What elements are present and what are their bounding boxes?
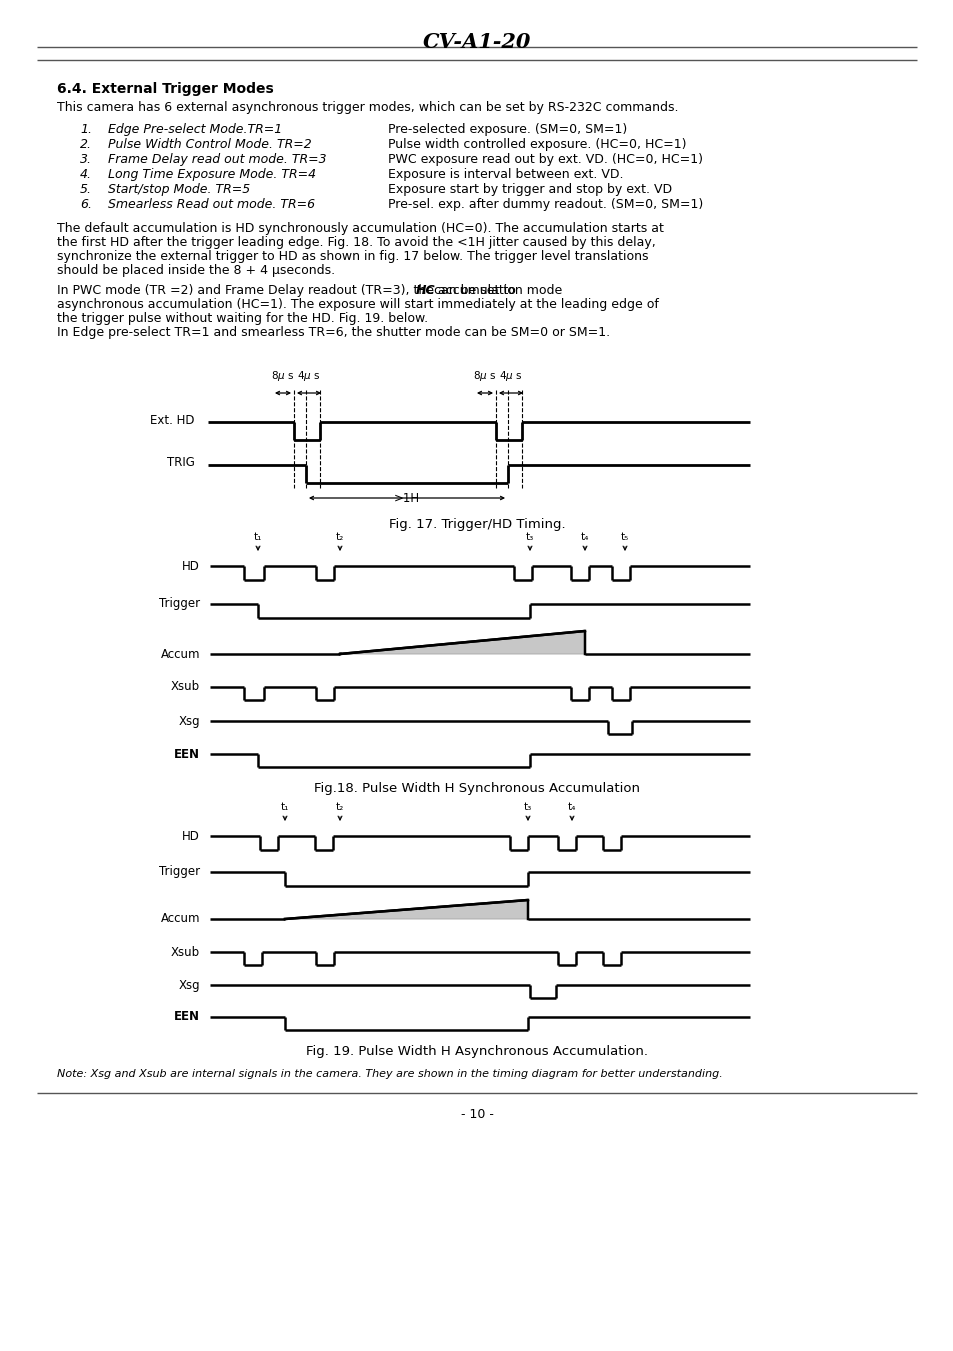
Text: t₁: t₁ <box>280 802 289 812</box>
Text: Exposure start by trigger and stop by ext. VD: Exposure start by trigger and stop by ex… <box>388 182 672 196</box>
Text: CV-A1-20: CV-A1-20 <box>422 32 531 51</box>
Text: >1H: >1H <box>394 492 419 504</box>
Text: 6.: 6. <box>80 199 91 211</box>
Text: t₄: t₄ <box>580 532 589 542</box>
Text: t₅: t₅ <box>620 532 628 542</box>
Text: 4$\mu$ s: 4$\mu$ s <box>297 369 320 382</box>
Text: 6.4. External Trigger Modes: 6.4. External Trigger Modes <box>57 82 274 96</box>
Text: synchronize the external trigger to HD as shown in fig. 17 below. The trigger le: synchronize the external trigger to HD a… <box>57 250 648 263</box>
Text: t₄: t₄ <box>567 802 576 812</box>
Text: can be set to: can be set to <box>430 284 516 297</box>
Text: PWC exposure read out by ext. VD. (HC=0, HC=1): PWC exposure read out by ext. VD. (HC=0,… <box>388 153 702 166</box>
Text: Accum: Accum <box>160 647 200 661</box>
Text: In Edge pre-select TR=1 and smearless TR=6, the shutter mode can be SM=0 or SM=1: In Edge pre-select TR=1 and smearless TR… <box>57 326 610 339</box>
Text: 1.: 1. <box>80 123 91 136</box>
Text: Pulse width controlled exposure. (HC=0, HC=1): Pulse width controlled exposure. (HC=0, … <box>388 138 686 151</box>
Text: Pulse Width Control Mode. TR=2: Pulse Width Control Mode. TR=2 <box>108 138 312 151</box>
Text: Fig. 17. Trigger/HD Timing.: Fig. 17. Trigger/HD Timing. <box>388 517 565 531</box>
Polygon shape <box>285 900 527 919</box>
Text: 8$\mu$ s: 8$\mu$ s <box>473 369 497 382</box>
Text: should be placed inside the 8 + 4 μseconds.: should be placed inside the 8 + 4 μsecon… <box>57 263 335 277</box>
Text: the trigger pulse without waiting for the HD. Fig. 19. below.: the trigger pulse without waiting for th… <box>57 312 428 326</box>
Text: HC: HC <box>416 284 436 297</box>
Text: Fig.18. Pulse Width H Synchronous Accumulation: Fig.18. Pulse Width H Synchronous Accumu… <box>314 782 639 794</box>
Text: Edge Pre-select Mode.TR=1: Edge Pre-select Mode.TR=1 <box>108 123 282 136</box>
Text: 4.: 4. <box>80 168 91 181</box>
Text: The default accumulation is HD synchronously accumulation (HC=0). The accumulati: The default accumulation is HD synchrono… <box>57 222 663 235</box>
Text: Start/stop Mode. TR=5: Start/stop Mode. TR=5 <box>108 182 250 196</box>
Text: t₁: t₁ <box>253 532 262 542</box>
Text: Ext. HD: Ext. HD <box>151 413 194 427</box>
Text: 4$\mu$ s: 4$\mu$ s <box>498 369 522 382</box>
Text: TRIG: TRIG <box>167 457 194 470</box>
Text: In PWC mode (TR =2) and Frame Delay readout (TR=3), the accumulation mode: In PWC mode (TR =2) and Frame Delay read… <box>57 284 566 297</box>
Text: Fig. 19. Pulse Width H Asynchronous Accumulation.: Fig. 19. Pulse Width H Asynchronous Accu… <box>306 1046 647 1058</box>
Text: t₂: t₂ <box>335 802 344 812</box>
Text: 5.: 5. <box>80 182 91 196</box>
Text: This camera has 6 external asynchronous trigger modes, which can be set by RS-23: This camera has 6 external asynchronous … <box>57 101 678 113</box>
Text: Xsg: Xsg <box>178 715 200 727</box>
Text: Note: Xsg and Xsub are internal signals in the camera. They are shown in the tim: Note: Xsg and Xsub are internal signals … <box>57 1069 722 1079</box>
Text: 3.: 3. <box>80 153 91 166</box>
Text: Smearless Read out mode. TR=6: Smearless Read out mode. TR=6 <box>108 199 314 211</box>
Text: Accum: Accum <box>160 912 200 925</box>
Text: HD: HD <box>182 830 200 843</box>
Polygon shape <box>339 631 584 654</box>
Text: the first HD after the trigger leading edge. Fig. 18. To avoid the <1H jitter ca: the first HD after the trigger leading e… <box>57 236 655 249</box>
Text: EEN: EEN <box>173 1011 200 1024</box>
Text: Trigger: Trigger <box>159 597 200 611</box>
Text: 8$\mu$ s: 8$\mu$ s <box>271 369 294 382</box>
Text: Pre-selected exposure. (SM=0, SM=1): Pre-selected exposure. (SM=0, SM=1) <box>388 123 626 136</box>
Text: t₃: t₃ <box>525 532 534 542</box>
Text: EEN: EEN <box>173 747 200 761</box>
Text: HD: HD <box>182 559 200 573</box>
Text: Xsg: Xsg <box>178 978 200 992</box>
Text: 2.: 2. <box>80 138 91 151</box>
Text: Xsub: Xsub <box>171 946 200 958</box>
Text: - 10 -: - 10 - <box>460 1108 493 1121</box>
Text: Xsub: Xsub <box>171 681 200 693</box>
Text: t₃: t₃ <box>523 802 532 812</box>
Text: Pre-sel. exp. after dummy readout. (SM=0, SM=1): Pre-sel. exp. after dummy readout. (SM=0… <box>388 199 702 211</box>
Text: Exposure is interval between ext. VD.: Exposure is interval between ext. VD. <box>388 168 623 181</box>
Text: asynchronous accumulation (HC=1). The exposure will start immediately at the lea: asynchronous accumulation (HC=1). The ex… <box>57 299 659 311</box>
Text: Trigger: Trigger <box>159 866 200 878</box>
Text: Long Time Exposure Mode. TR=4: Long Time Exposure Mode. TR=4 <box>108 168 315 181</box>
Text: t₂: t₂ <box>335 532 344 542</box>
Text: Frame Delay read out mode. TR=3: Frame Delay read out mode. TR=3 <box>108 153 326 166</box>
